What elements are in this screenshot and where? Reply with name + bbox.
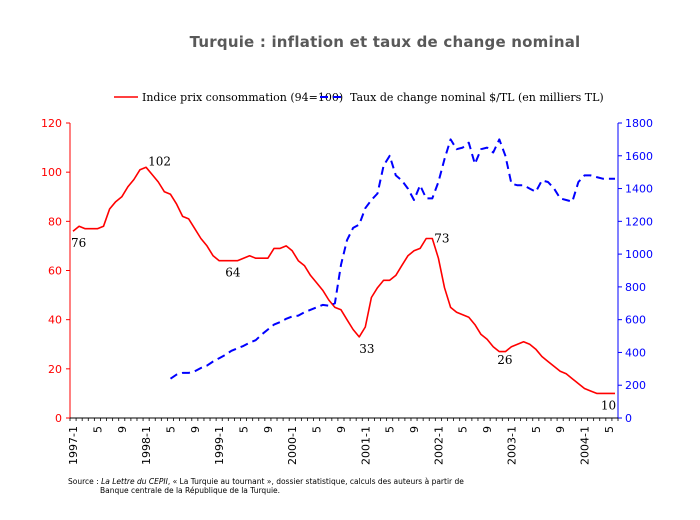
x-tick-label: 2001-1 — [359, 426, 372, 465]
y-left-tick-label: 60 — [48, 265, 62, 278]
x-tick-label: 2004-1 — [579, 426, 592, 465]
chart-annotations: 76 102 64 33 73 26 10 — [71, 154, 616, 412]
data-label: 76 — [71, 236, 86, 250]
x-tick-label: 2003-1 — [505, 426, 518, 465]
y-right-tick-label: 800 — [625, 281, 646, 294]
x-tick-label: 9 — [335, 426, 348, 433]
source-text: , « La Turquie au tournant », dossier st… — [167, 477, 464, 486]
series-line-cpi — [72, 166, 615, 395]
x-tick-label: 1997-1 — [67, 426, 80, 465]
x-tick-label: 2002-1 — [432, 426, 445, 465]
source-note: Source : La Lettre du CEPII, « La Turqui… — [68, 477, 588, 495]
y-left-tick-label: 20 — [48, 363, 62, 376]
x-tick-label: 9 — [481, 426, 494, 433]
x-tick-label: 1998-1 — [140, 426, 153, 465]
y-right-tick-label: 600 — [625, 314, 646, 327]
data-label: 10 — [601, 398, 616, 412]
x-tick-label: 5 — [457, 426, 470, 433]
x-tick-label: 1999-1 — [213, 426, 226, 465]
legend-label-cpi: Indice prix consommation (94=100) — [142, 91, 343, 104]
x-tick-label: 5 — [164, 426, 177, 433]
x-tick-label: 5 — [603, 426, 616, 433]
y-left-tick-label: 0 — [55, 412, 62, 425]
data-label: 33 — [359, 342, 374, 356]
y-right-tick-label: 0 — [625, 412, 632, 425]
y-right-tick-label: 400 — [625, 346, 646, 359]
chart-axes: 0204060801001200200400600800100012001400… — [41, 117, 653, 465]
y-left-tick-label: 120 — [41, 117, 62, 130]
source-publication: La Lettre du CEPII — [101, 477, 168, 486]
y-right-tick-label: 1200 — [625, 215, 653, 228]
x-tick-label: 5 — [311, 426, 324, 433]
data-label: 26 — [497, 353, 512, 367]
y-left-tick-label: 40 — [48, 314, 62, 327]
y-left-tick-label: 100 — [41, 166, 62, 179]
y-right-tick-label: 1000 — [625, 248, 653, 261]
source-prefix: Source : — [68, 477, 102, 486]
x-tick-label: 9 — [262, 426, 275, 433]
data-label: 102 — [148, 154, 171, 168]
x-tick-label: 9 — [189, 426, 202, 433]
x-tick-label: 5 — [530, 426, 543, 433]
x-tick-label: 5 — [238, 426, 251, 433]
chart-series-layer — [72, 138, 615, 395]
data-label: 73 — [434, 232, 449, 246]
x-tick-label: 2000-1 — [286, 426, 299, 465]
y-left-tick-label: 80 — [48, 215, 62, 228]
data-label: 64 — [225, 266, 241, 280]
chart-legend: Indice prix consommation (94=100) Taux de… — [114, 91, 604, 104]
legend-label-exchange-rate: Taux de change nominal $/TL (en milliers… — [350, 91, 604, 104]
series-line-exchange-rate — [169, 138, 615, 380]
x-tick-label: 9 — [408, 426, 421, 433]
x-tick-label: 9 — [116, 426, 129, 433]
x-tick-label: 5 — [384, 426, 397, 433]
y-right-tick-label: 1400 — [625, 183, 653, 196]
x-tick-label: 5 — [91, 426, 104, 433]
y-right-tick-label: 1600 — [625, 150, 653, 163]
source-text-line2: Banque centrale de la République de la T… — [100, 486, 281, 495]
y-right-tick-label: 200 — [625, 379, 646, 392]
x-tick-label: 9 — [554, 426, 567, 433]
y-right-tick-label: 1800 — [625, 117, 653, 130]
chart-title: Turquie : inflation et taux de change no… — [189, 33, 581, 51]
